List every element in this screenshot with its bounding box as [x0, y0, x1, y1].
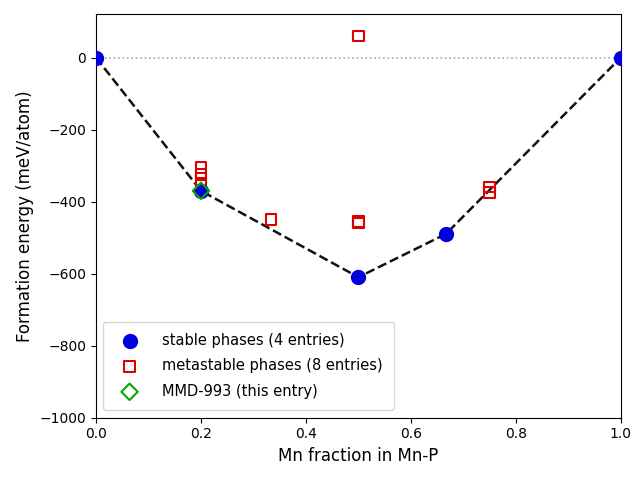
stable phases (4 entries) [196, 187, 206, 195]
metastable phases (8 entries) [484, 183, 495, 191]
metastable phases (8 entries) [353, 32, 364, 40]
stable phases (4 entries) [441, 230, 451, 238]
X-axis label: Mn fraction in Mn-P: Mn fraction in Mn-P [278, 447, 438, 465]
metastable phases (8 entries) [196, 180, 206, 188]
Y-axis label: Formation energy (meV/atom): Formation energy (meV/atom) [16, 90, 34, 342]
metastable phases (8 entries) [196, 164, 206, 171]
metastable phases (8 entries) [353, 219, 364, 227]
metastable phases (8 entries) [484, 189, 495, 196]
MMD-993 (this entry) [196, 187, 206, 195]
stable phases (4 entries) [353, 274, 364, 281]
metastable phases (8 entries) [196, 171, 206, 179]
Legend: stable phases (4 entries), metastable phases (8 entries), MMD-993 (this entry): stable phases (4 entries), metastable ph… [103, 322, 394, 410]
metastable phases (8 entries) [353, 217, 364, 225]
metastable phases (8 entries) [266, 216, 276, 224]
stable phases (4 entries) [91, 54, 101, 61]
stable phases (4 entries) [616, 54, 626, 61]
